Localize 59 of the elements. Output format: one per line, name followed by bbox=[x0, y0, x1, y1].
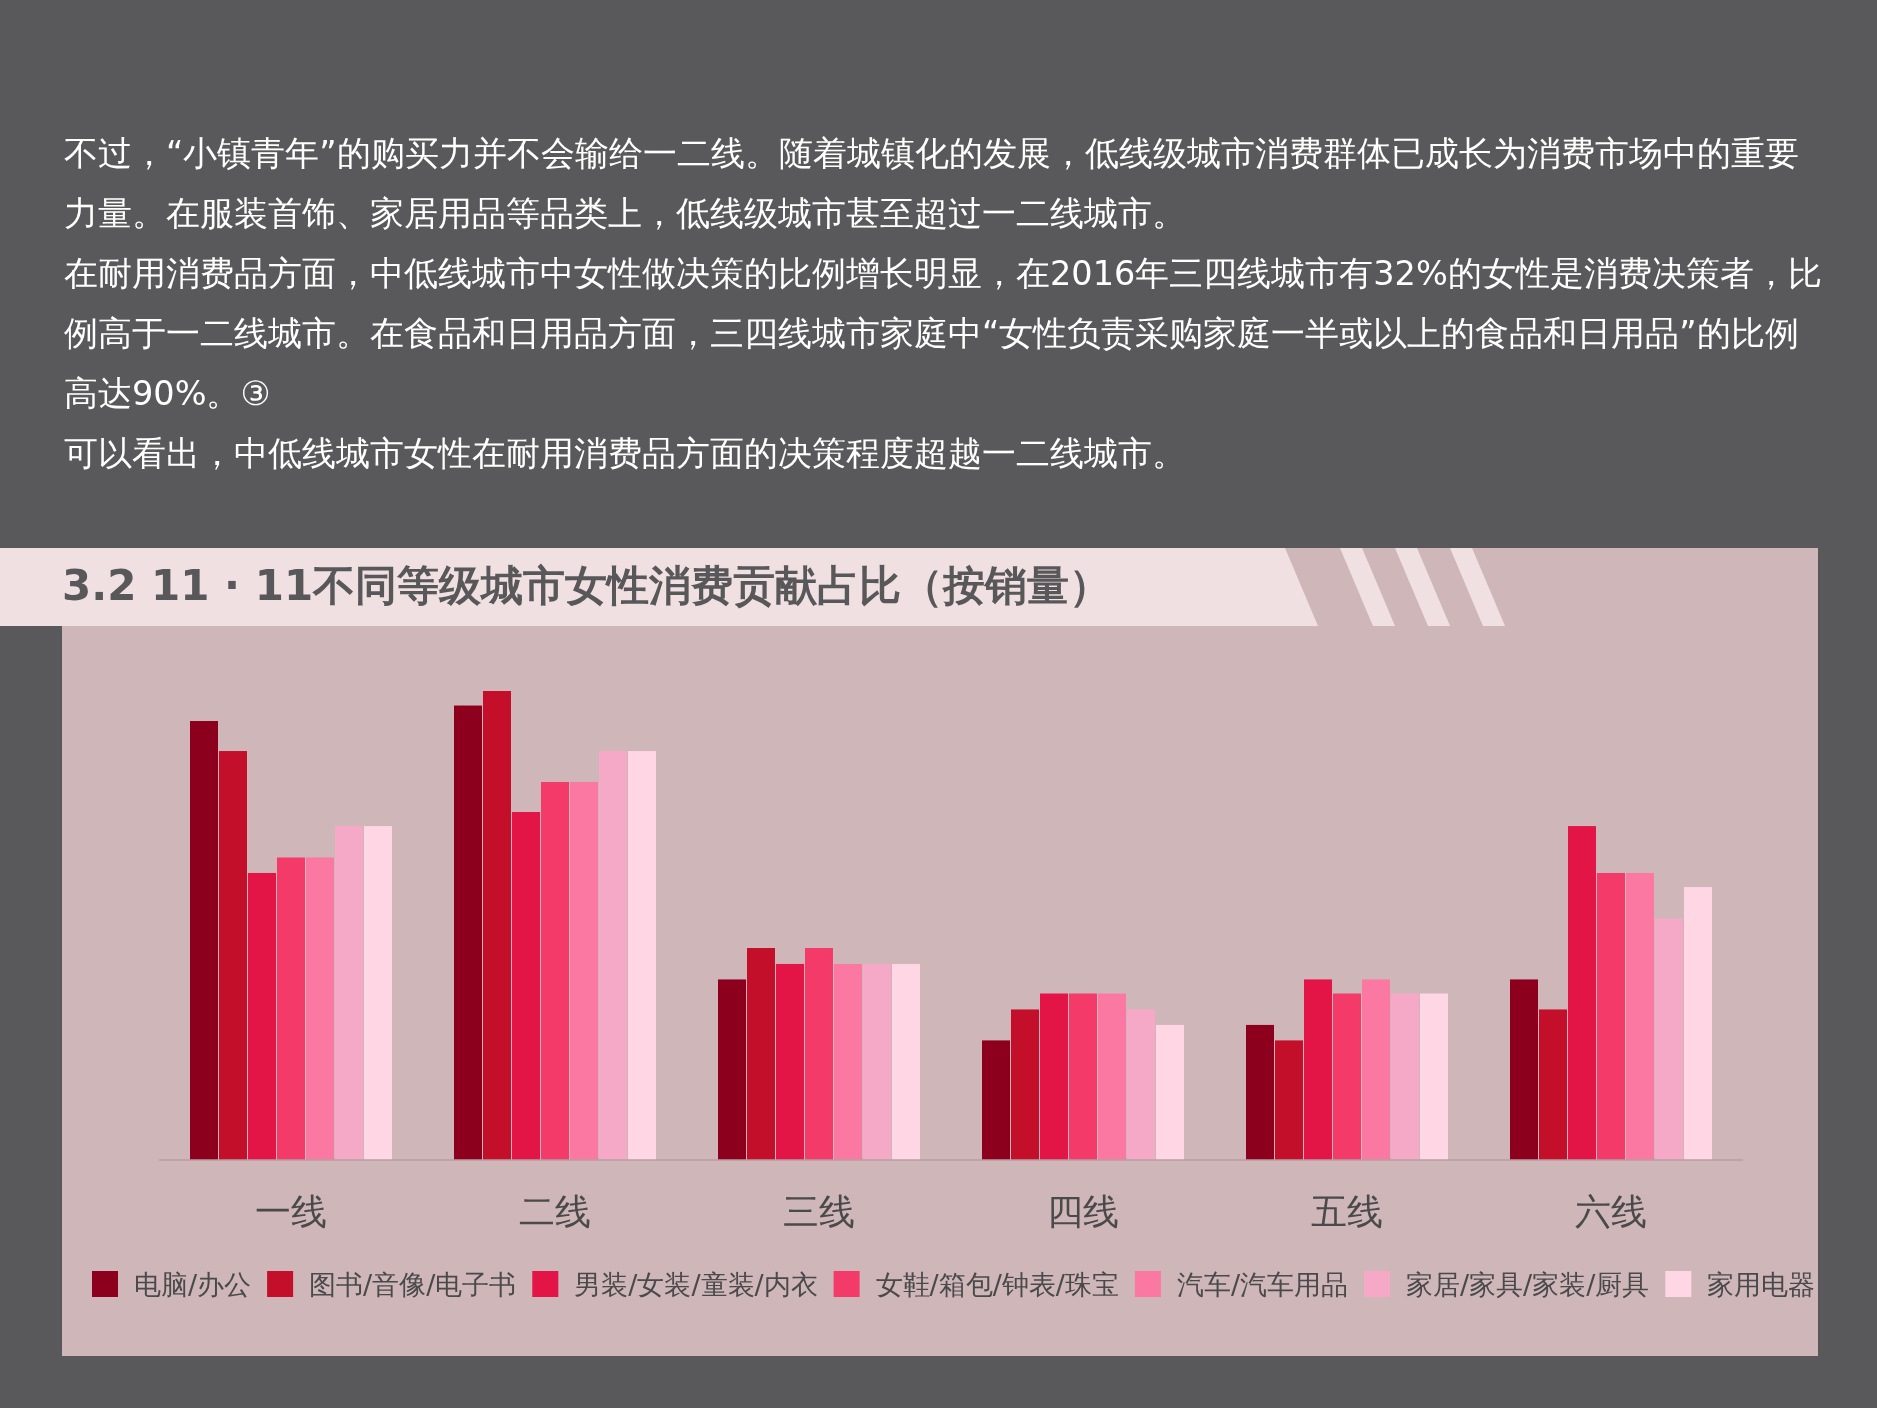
bar bbox=[483, 691, 511, 1160]
bar bbox=[1655, 918, 1683, 1160]
x-tick-label: 四线 bbox=[1047, 1191, 1119, 1232]
bar bbox=[1626, 872, 1654, 1160]
bar bbox=[599, 751, 627, 1160]
legend-label: 汽车/汽车用品 bbox=[1176, 1269, 1349, 1300]
bar bbox=[1568, 826, 1596, 1160]
bar bbox=[1098, 993, 1126, 1160]
text: 在耐用消费品方面，中低线城市中女性做决策的比例增长明显，在2016年三四线城市有32%的女性是消费决策者，比例高于一二线城市。在食品和日用品方面，三四线城市家庭中“女性负责采购家庭一半或以上的食品和日用品”的比例高达90%。③ bbox=[64, 253, 1823, 415]
bar bbox=[512, 812, 540, 1160]
x-tick-label: 三线 bbox=[783, 1191, 855, 1232]
bar bbox=[364, 826, 392, 1160]
x-tick-label: 六线 bbox=[1575, 1191, 1647, 1232]
bar bbox=[834, 963, 862, 1160]
bar bbox=[1333, 993, 1361, 1160]
bar bbox=[1539, 1009, 1567, 1160]
legend-label: 图书/音像/电子书 bbox=[309, 1269, 517, 1300]
legend-label: 女鞋/箱包/钟表/珠宝 bbox=[875, 1269, 1119, 1300]
bar bbox=[1246, 1024, 1274, 1160]
bar bbox=[277, 857, 305, 1160]
legend-label: 电脑/办公 bbox=[134, 1269, 252, 1300]
bar bbox=[892, 963, 920, 1160]
bar bbox=[747, 948, 775, 1160]
bar bbox=[1127, 1009, 1155, 1160]
chart-title: 3.2 11 · 11不同等级城市女性消费贡献占比（按销量） bbox=[62, 561, 1112, 610]
bar bbox=[248, 872, 276, 1160]
bar bbox=[863, 963, 891, 1160]
bar bbox=[1362, 979, 1390, 1160]
bar bbox=[454, 705, 482, 1160]
legend-label: 家用电器 bbox=[1707, 1269, 1816, 1300]
bar bbox=[306, 857, 334, 1160]
bar bbox=[1011, 1009, 1039, 1160]
bar bbox=[1597, 872, 1625, 1160]
bar bbox=[190, 721, 218, 1160]
bar bbox=[570, 781, 598, 1160]
bar bbox=[982, 1040, 1010, 1161]
bar bbox=[628, 751, 656, 1160]
legend-label: 家居/家具/家装/厨具 bbox=[1406, 1269, 1650, 1300]
bar bbox=[1420, 993, 1448, 1160]
bar bbox=[541, 781, 569, 1160]
bar bbox=[776, 963, 804, 1160]
bar bbox=[1069, 993, 1097, 1160]
bar bbox=[805, 948, 833, 1160]
x-tick-label: 五线 bbox=[1311, 1191, 1383, 1232]
bar bbox=[1391, 993, 1419, 1160]
x-tick-label: 二线 bbox=[519, 1191, 591, 1232]
text: 可以看出，中低线城市女性在耐用消费品方面的决策程度超越一二线城市。 bbox=[64, 433, 1187, 475]
bar bbox=[718, 979, 746, 1160]
bar bbox=[335, 826, 363, 1160]
bar bbox=[1684, 887, 1712, 1160]
bar bbox=[219, 751, 247, 1160]
bar bbox=[1510, 979, 1538, 1160]
bar bbox=[1304, 979, 1332, 1160]
text: 不过，“小镇青年”的购买力并不会输给一二线。随着城镇化的发展，低线级城市消费群体已成长为消费市场中的重要力量。在服装首饰、家居用品等品类上，低线级城市甚至超过一二线城市。 bbox=[64, 133, 1800, 235]
bar bbox=[1275, 1040, 1303, 1161]
x-tick-label: 一线 bbox=[255, 1191, 327, 1232]
bar bbox=[1156, 1024, 1184, 1160]
legend-label: 男装/女装/童装/内衣 bbox=[574, 1269, 818, 1300]
bar bbox=[1040, 993, 1068, 1160]
